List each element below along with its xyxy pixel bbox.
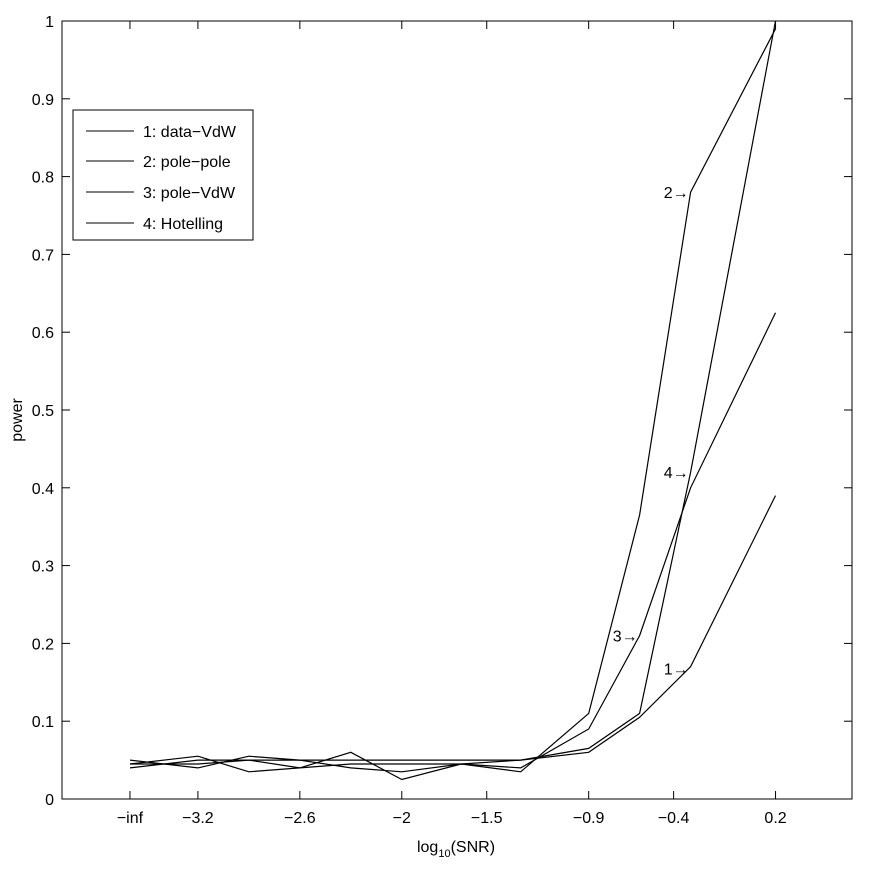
x-tick-label-1: −3.2 <box>182 810 214 827</box>
x-tick-label-2: −2.6 <box>284 810 316 827</box>
y-axis-label: power <box>9 398 26 442</box>
x-tick-label-5: −0.9 <box>573 810 605 827</box>
annotation-1: 2→ <box>664 185 689 202</box>
y-tick-label-3: 0.3 <box>32 559 54 576</box>
series-line-3 <box>129 312 777 773</box>
annotation-2: 4→ <box>664 465 689 482</box>
x-tick-label-0: −inf <box>117 810 144 827</box>
x-tick-label-7: 0.2 <box>764 810 786 827</box>
x-tick-label-3: −2 <box>393 810 411 827</box>
series-layer <box>129 20 777 781</box>
legend-label-1: 1: data−VdW <box>143 124 237 141</box>
y-tick-label-1: 0.1 <box>32 714 54 731</box>
legend: 1: data−VdW 2: pole−pole 3: pole−VdW 4: … <box>72 109 254 241</box>
annotation-4: 1→ <box>664 661 689 678</box>
x-axis-label-subscript: 10 <box>438 848 450 860</box>
y-tick-label-2: 0.2 <box>32 636 54 653</box>
y-tick-label-8: 0.8 <box>32 170 54 187</box>
annotation-layer: 2→ 4→ 3→ 1→ <box>613 185 689 678</box>
y-tick-label-5: 0.5 <box>32 403 54 420</box>
y-tick-label-7: 0.7 <box>32 247 54 264</box>
y-tick-label-6: 0.6 <box>32 325 54 342</box>
x-axis-label-suffix: (SNR) <box>451 839 495 856</box>
y-tick-label-4: 0.4 <box>32 481 54 498</box>
y-tick-label-9: 0.9 <box>32 92 54 109</box>
annotation-3: 3→ <box>613 629 638 646</box>
series-line-2 <box>129 28 777 781</box>
series-line-4 <box>130 20 777 765</box>
legend-label-3: 3: pole−VdW <box>143 185 236 202</box>
legend-label-4: 4: Hotelling <box>143 216 223 233</box>
x-axis-label: log10(SNR) <box>417 839 495 860</box>
tick-layer: −inf −3.2 −2.6 −2 −1.5 −0.9 −0.4 0.2 0 0.1 0.2 0.3 0… <box>32 14 852 827</box>
x-tick-label-6: −0.4 <box>658 810 690 827</box>
x-axis-label-main: log <box>417 839 438 856</box>
legend-label-2: 2: pole−pole <box>143 154 231 171</box>
x-tick-label-4: −1.5 <box>471 810 503 827</box>
legend-box <box>72 109 254 241</box>
series-line-1 <box>129 495 777 773</box>
y-tick-label-10: 1 <box>45 14 54 31</box>
y-tick-label-0: 0 <box>45 792 54 809</box>
